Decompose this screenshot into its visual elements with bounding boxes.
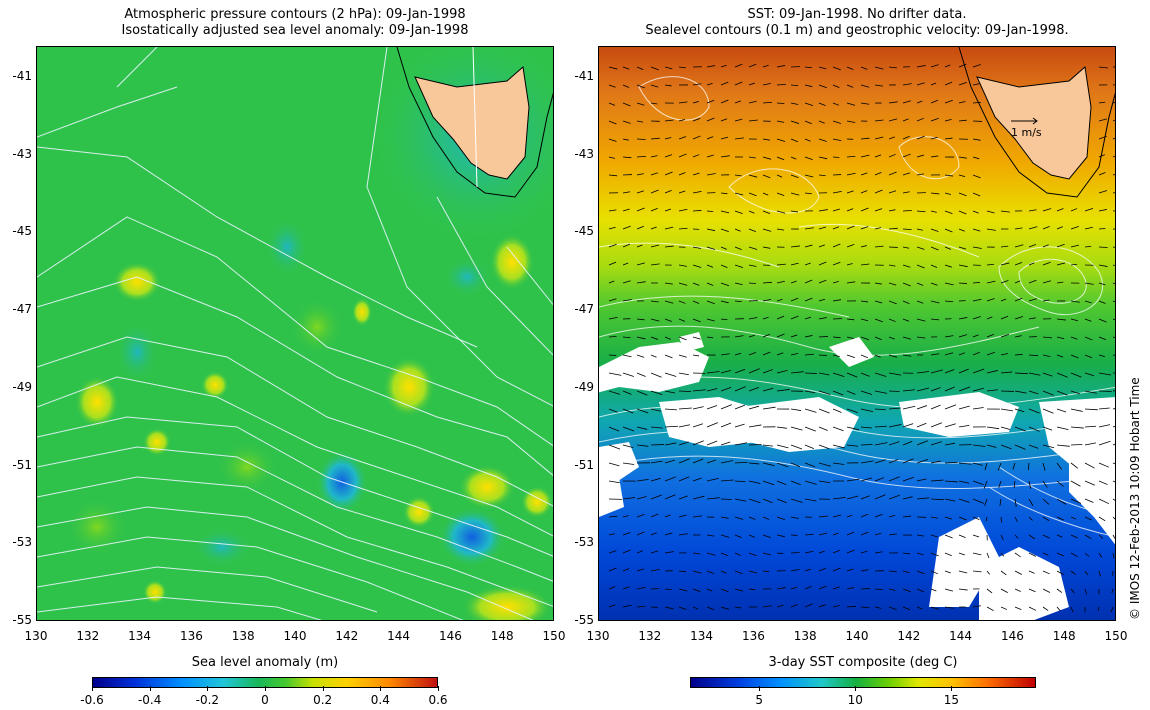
left-title-line1: Atmospheric pressure contours (2 hPa): 0…	[124, 7, 466, 22]
credit-text: © IMOS 12-Feb-2013 10:09 Hobart Time	[1128, 377, 1142, 620]
right-title-line1: SST: 09-Jan-1998. No drifter data.	[747, 7, 967, 22]
x-tick-label: 140	[845, 629, 869, 643]
x-tick-label: 130	[586, 629, 610, 643]
colorbar-tick-mark	[92, 686, 93, 691]
x-tick-label: 136	[179, 629, 203, 643]
y-tick-label: -49	[574, 379, 594, 394]
x-tick-label: 138	[793, 629, 817, 643]
x-tick-label: 132	[76, 629, 100, 643]
sea-level-anomaly-map[interactable]	[36, 46, 554, 621]
y-tick-label: -45	[574, 224, 594, 239]
colorbar-tick-label: -0.6	[80, 693, 104, 707]
colorbar-tick-mark	[322, 686, 324, 691]
y-tick-label: -53	[12, 535, 32, 550]
colorbar-tick-label: 15	[943, 693, 960, 707]
colorbar-tick-label: 0.2	[313, 693, 333, 707]
x-tick-label: 134	[128, 629, 152, 643]
x-tick-label: 132	[638, 629, 662, 643]
sst-colorbar	[690, 677, 1036, 688]
x-tick-label: 150	[542, 629, 566, 643]
colorbar-tick-mark	[380, 686, 382, 691]
y-tick-label: -43	[574, 146, 594, 161]
x-tick-label: 146	[438, 629, 462, 643]
x-tick-label: 140	[283, 629, 307, 643]
x-tick-label: 148	[490, 629, 514, 643]
y-tick-label: -41	[574, 69, 594, 84]
right-map-title: SST: 09-Jan-1998. No drifter data. Seale…	[598, 7, 1116, 39]
y-tick-label: -55	[12, 613, 32, 627]
y-tick-label: -51	[574, 457, 594, 472]
x-tick-label: 146	[1000, 629, 1024, 643]
colorbar-tick-label: 0.6	[428, 693, 448, 707]
colorbar-tick-label: 10	[847, 693, 863, 707]
colorbar-tick-mark	[149, 686, 151, 691]
colorbar-tick-mark	[759, 686, 761, 691]
colorbar-tick-mark	[207, 686, 209, 691]
left-colorbar-label: Sea level anomaly (m)	[191, 655, 339, 670]
x-tick-label: 138	[231, 629, 255, 643]
y-tick-label: -47	[12, 302, 32, 317]
colorbar-tick-mark	[265, 686, 266, 691]
x-tick-label: 136	[741, 629, 765, 643]
colorbar-tick-mark	[438, 686, 439, 691]
colorbar-tick-mark	[951, 686, 953, 691]
x-tick-label: 134	[690, 629, 714, 643]
y-tick-label: -41	[12, 69, 32, 84]
x-tick-label: 142	[335, 629, 359, 643]
sst-map-graphic	[599, 47, 1115, 620]
x-tick-label: 142	[897, 629, 921, 643]
colorbar-tick-label: 5	[755, 693, 764, 707]
x-tick-label: 144	[387, 629, 411, 643]
velocity-scale-label: 1 m/s	[1011, 126, 1042, 139]
x-tick-label: 144	[949, 629, 973, 643]
y-tick-label: -51	[12, 457, 32, 472]
y-tick-label: -53	[574, 535, 594, 550]
tasmania-landmass	[414, 66, 530, 180]
sla-map-graphic	[37, 47, 553, 620]
y-tick-label: -45	[12, 224, 32, 239]
colorbar-tick-label: -0.4	[137, 693, 162, 707]
colorbar-tick-mark	[855, 686, 857, 691]
x-tick-label: 130	[24, 629, 48, 643]
colorbar-tick-label: -0.2	[195, 693, 220, 707]
sst-map[interactable]: 1 m/s	[598, 46, 1116, 621]
x-tick-label: 150	[1104, 629, 1128, 643]
y-tick-label: -49	[12, 379, 32, 394]
right-title-line2: Sealevel contours (0.1 m) and geostrophi…	[645, 23, 1069, 38]
geostrophic-velocity-arrows	[608, 63, 1115, 613]
y-tick-label: -47	[574, 302, 594, 317]
right-colorbar-label: 3-day SST composite (deg C)	[768, 655, 958, 670]
left-title-line2: Isostatically adjusted sea level anomaly…	[121, 23, 469, 38]
colorbar-tick-label: 0	[261, 693, 269, 707]
x-tick-label: 148	[1052, 629, 1076, 643]
left-map-title: Atmospheric pressure contours (2 hPa): 0…	[36, 7, 554, 39]
y-tick-label: -55	[574, 613, 594, 627]
colorbar-tick-label: 0.4	[370, 693, 390, 707]
y-tick-label: -43	[12, 146, 32, 161]
